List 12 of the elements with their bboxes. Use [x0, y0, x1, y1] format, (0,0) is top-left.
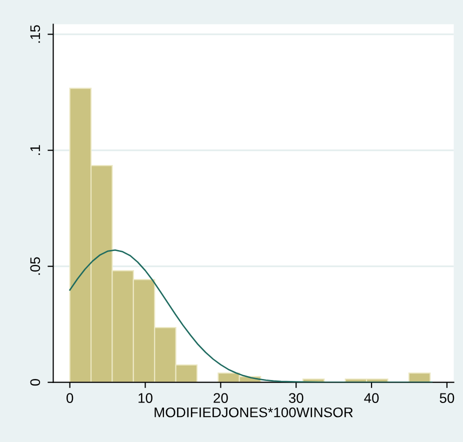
y-tick-label: .05	[30, 257, 40, 275]
x-tick-label: 50	[440, 393, 454, 403]
line-series	[69, 249, 433, 382]
x-tick-label: 40	[364, 393, 379, 403]
x-tick-label: 10	[138, 393, 152, 403]
x-axis-title: MODIFIEDJONES*100WINSOR	[154, 407, 353, 418]
y-tick-label: 0	[30, 379, 40, 386]
y-tick-label: .15	[30, 25, 40, 43]
y-tick-label: .1	[30, 145, 40, 155]
x-tick-label: 0	[66, 393, 74, 403]
x-tick-label: 30	[288, 393, 304, 403]
x-tick-label: 20	[214, 393, 228, 403]
